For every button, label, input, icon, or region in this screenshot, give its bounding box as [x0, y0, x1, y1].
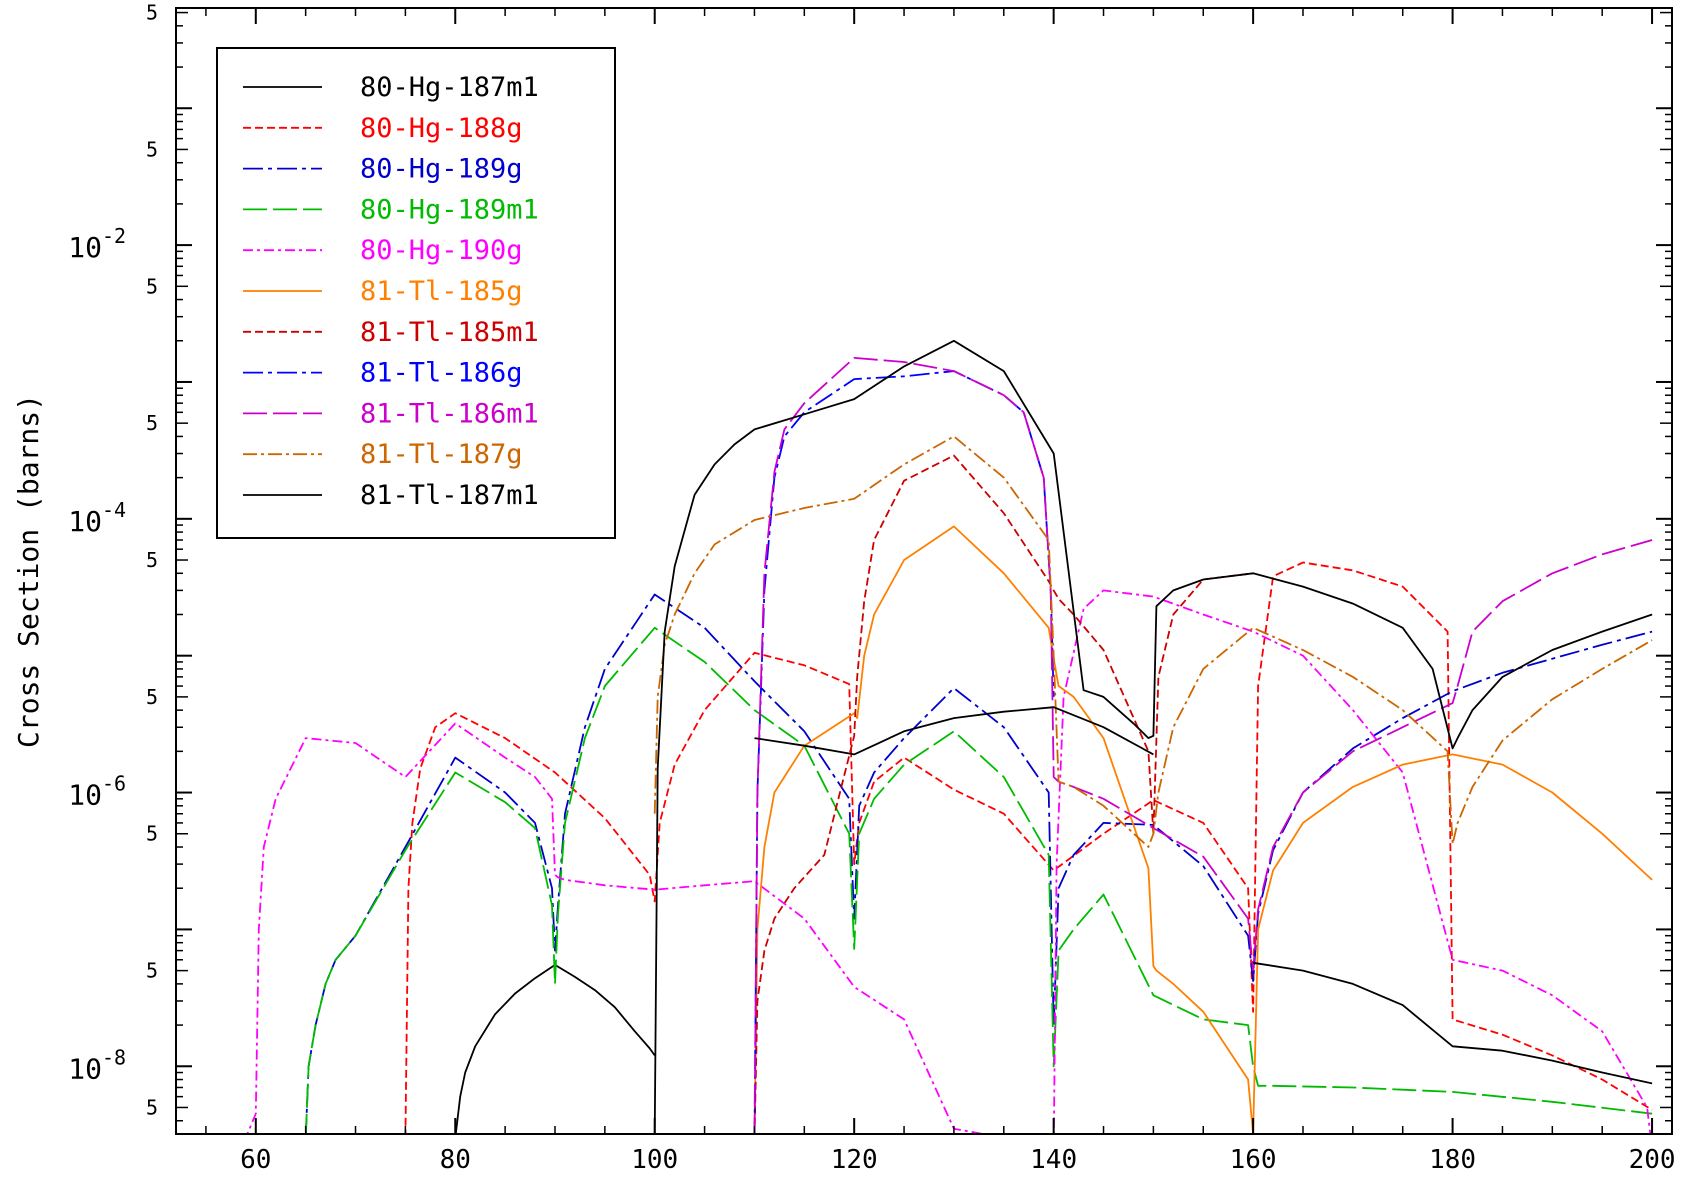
y-minor-label: 5	[146, 137, 158, 161]
legend-items: 80-Hg-187m1 80-Hg-188g 80-Hg-189g 80-Hg-189…	[243, 72, 539, 511]
series-line-80-hg-189g	[304, 593, 1653, 1134]
y-minor-label: 5	[146, 411, 158, 435]
x-tick-label: 80	[440, 1145, 471, 1174]
y-minor-label: 5	[146, 548, 158, 572]
x-tick-label: 120	[831, 1145, 878, 1174]
series-line-80-hg-188g	[404, 561, 1653, 1134]
series-layer	[246, 339, 1653, 1134]
series-line-81-tl-185g	[753, 525, 1653, 1134]
x-tick-label: 200	[1629, 1145, 1676, 1174]
y-minor-label: 5	[146, 822, 158, 846]
y-decade-base: 10	[68, 1052, 102, 1085]
y-decade-exponent: -2	[102, 224, 126, 248]
legend-label: 81-Tl-187m1	[360, 480, 539, 511]
x-tick-label: 100	[631, 1145, 678, 1174]
y-decade-base: 10	[68, 779, 102, 812]
legend-label: 80-Hg-190g	[360, 235, 523, 266]
x-tick-label: 140	[1030, 1145, 1077, 1174]
series-line-unlabeled-11	[754, 706, 1154, 756]
legend-label: 80-Hg-189g	[360, 154, 523, 185]
series-line-81-tl-186g	[753, 370, 1055, 1134]
series-line-unlabeled-12	[1252, 961, 1653, 1085]
series-line-81-tl-185m1	[753, 454, 1254, 1134]
y-decade-base: 10	[68, 505, 102, 538]
y-minor-label: 5	[146, 959, 158, 983]
series-line-81-tl-187m1	[653, 339, 1653, 1134]
series-line-81-tl-187g	[653, 435, 1653, 848]
y-decade-exponent: -6	[102, 772, 126, 796]
legend-label: 81-Tl-185g	[360, 276, 523, 307]
y-minor-label: 5	[146, 274, 158, 298]
y-minor-label: 5	[146, 1, 158, 25]
legend-label: 80-Hg-189m1	[360, 194, 539, 225]
y-minor-label: 5	[146, 685, 158, 709]
legend-box	[216, 47, 616, 539]
series-line-80-hg-190g	[246, 589, 1652, 1134]
x-tick-label: 180	[1429, 1145, 1476, 1174]
legend-label: 81-Tl-187g	[360, 439, 523, 470]
x-tick-label: 60	[240, 1145, 271, 1174]
y-decade-exponent: -4	[102, 498, 126, 522]
legend-label: 80-Hg-188g	[360, 113, 523, 144]
legend: 80-Hg-187m1 80-Hg-188g 80-Hg-189g 80-Hg-189…	[216, 47, 616, 539]
series-line-81-tl-186m1	[753, 356, 1653, 1134]
legend-label: 81-Tl-185m1	[360, 317, 539, 348]
series-line-80-hg-189m1	[304, 626, 1653, 1134]
y-minor-label: 5	[146, 1095, 158, 1119]
x-tick-label: 160	[1230, 1145, 1277, 1174]
y-decade-exponent: -8	[102, 1045, 126, 1069]
plot-frame	[175, 7, 1673, 1135]
series-line-80-hg-187m1	[454, 964, 656, 1134]
y-axis-title: Cross Section (barns)	[12, 394, 45, 748]
legend-label: 80-Hg-187m1	[360, 72, 539, 103]
legend-label: 81-Tl-186g	[360, 358, 523, 389]
y-decade-base: 10	[68, 231, 102, 264]
legend-label: 81-Tl-186m1	[360, 398, 539, 429]
